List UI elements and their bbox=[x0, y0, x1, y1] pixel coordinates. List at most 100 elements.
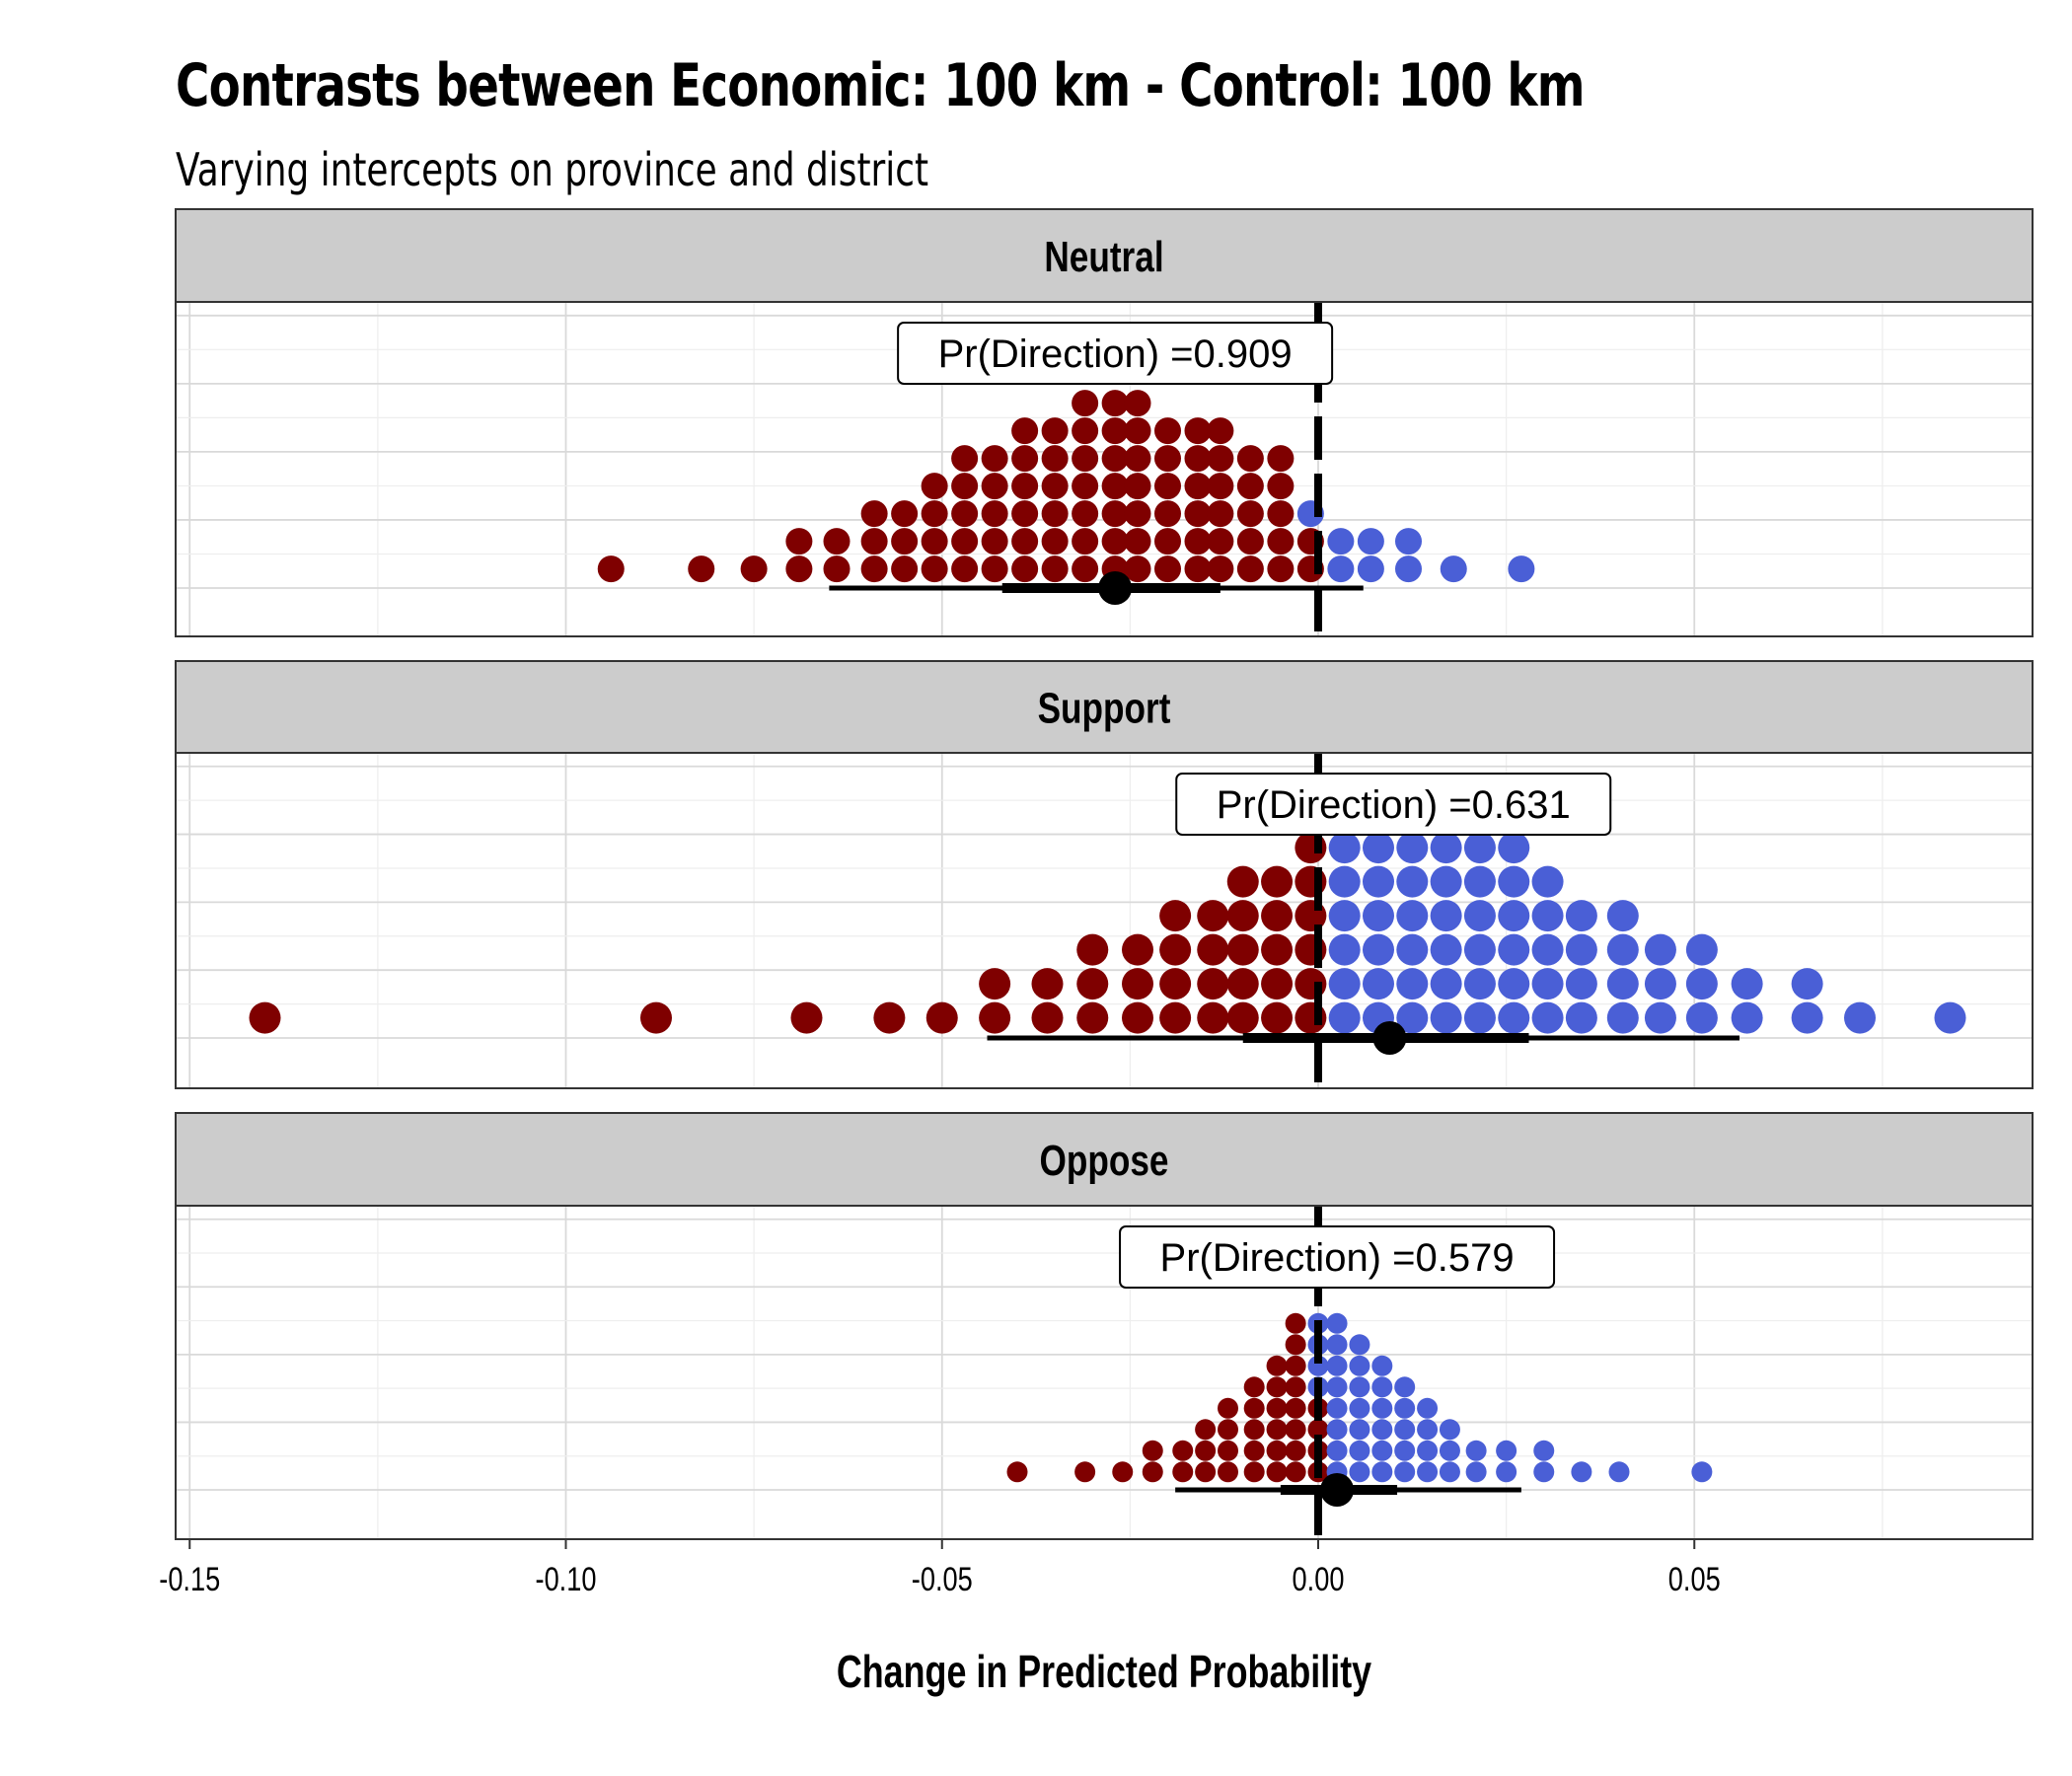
x-axis-title: Change in Predicted Probability bbox=[837, 1647, 1371, 1697]
dot bbox=[1207, 500, 1234, 528]
dot bbox=[597, 555, 625, 583]
dot bbox=[1154, 417, 1181, 445]
dot bbox=[1285, 1312, 1306, 1334]
dot bbox=[1236, 473, 1264, 500]
dot bbox=[1307, 1419, 1329, 1441]
x-tick-label: -0.10 bbox=[536, 1560, 597, 1598]
dot bbox=[1124, 500, 1151, 528]
dot bbox=[951, 500, 979, 528]
chart-subtitle: Varying intercepts on province and distr… bbox=[176, 143, 929, 196]
dot bbox=[1261, 865, 1294, 898]
dot bbox=[1154, 473, 1181, 500]
dot bbox=[1011, 417, 1039, 445]
dot bbox=[1430, 1001, 1462, 1034]
panel-border-support bbox=[175, 752, 2034, 1089]
dot bbox=[1172, 1461, 1194, 1483]
dot bbox=[981, 555, 1008, 583]
dot bbox=[1691, 1461, 1713, 1483]
dot bbox=[1439, 1440, 1460, 1461]
dot bbox=[1207, 417, 1234, 445]
dot bbox=[1498, 900, 1530, 932]
dot bbox=[1041, 473, 1069, 500]
dot bbox=[1395, 555, 1422, 583]
dot bbox=[1363, 933, 1394, 966]
dot bbox=[1076, 968, 1109, 1000]
dot bbox=[1154, 500, 1181, 528]
dot bbox=[860, 555, 888, 583]
dot bbox=[1122, 933, 1153, 966]
dot bbox=[1326, 1397, 1348, 1419]
dot bbox=[1226, 900, 1259, 932]
dot bbox=[1124, 528, 1151, 555]
dot bbox=[1124, 555, 1151, 583]
dot bbox=[1731, 968, 1763, 1000]
dot bbox=[1498, 933, 1530, 966]
point-estimate-oppose bbox=[1320, 1473, 1355, 1507]
dot bbox=[1122, 968, 1153, 1000]
dot bbox=[1243, 1397, 1265, 1419]
dot bbox=[1243, 1440, 1265, 1461]
dot bbox=[1267, 473, 1295, 500]
dot bbox=[1285, 1334, 1306, 1356]
dot bbox=[1430, 968, 1462, 1000]
dot bbox=[1349, 1355, 1370, 1376]
dot bbox=[1731, 1001, 1763, 1034]
dot bbox=[1226, 968, 1259, 1000]
dot bbox=[1430, 900, 1462, 932]
dot bbox=[1285, 1376, 1306, 1398]
panel-background-support bbox=[176, 753, 2033, 1088]
dot bbox=[1328, 968, 1361, 1000]
facet-label-support: Support bbox=[1038, 685, 1171, 733]
dot bbox=[1533, 1440, 1555, 1461]
dot bbox=[1011, 555, 1039, 583]
dot bbox=[981, 445, 1008, 473]
dot bbox=[1394, 1461, 1416, 1483]
dot bbox=[1685, 968, 1718, 1000]
dot bbox=[1011, 500, 1039, 528]
dot bbox=[1394, 1440, 1416, 1461]
dot bbox=[921, 500, 948, 528]
annotation-box-oppose bbox=[1119, 1225, 1556, 1289]
dot bbox=[1498, 968, 1530, 1000]
dot bbox=[1531, 933, 1564, 966]
dot bbox=[1197, 900, 1229, 932]
facet-strip-oppose bbox=[175, 1112, 2034, 1207]
dot bbox=[1463, 832, 1496, 864]
dot bbox=[1218, 1440, 1238, 1461]
dot bbox=[1571, 1461, 1592, 1483]
dot bbox=[1124, 417, 1151, 445]
dot bbox=[1184, 417, 1212, 445]
dot bbox=[1184, 500, 1212, 528]
annotation-box-neutral bbox=[897, 322, 1334, 385]
dot bbox=[1363, 968, 1394, 1000]
dot bbox=[1349, 1419, 1370, 1441]
dot bbox=[1226, 933, 1259, 966]
dot bbox=[891, 555, 919, 583]
dot bbox=[1565, 900, 1597, 932]
dot bbox=[1417, 1397, 1439, 1419]
dot bbox=[1101, 473, 1129, 500]
dot bbox=[1124, 445, 1151, 473]
dot bbox=[1006, 1461, 1028, 1483]
dot bbox=[951, 445, 979, 473]
dot bbox=[1112, 1461, 1134, 1483]
dot bbox=[1328, 832, 1361, 864]
dot bbox=[1154, 445, 1181, 473]
dot bbox=[1285, 1440, 1306, 1461]
dot bbox=[1207, 555, 1234, 583]
dot bbox=[1791, 1001, 1823, 1034]
dot bbox=[1531, 900, 1564, 932]
dot bbox=[1226, 865, 1259, 898]
dot bbox=[1072, 500, 1099, 528]
dot bbox=[1934, 1001, 1966, 1034]
dot bbox=[951, 555, 979, 583]
dot bbox=[1031, 968, 1064, 1000]
dot bbox=[1261, 968, 1294, 1000]
dot bbox=[1074, 1461, 1096, 1483]
dot bbox=[1122, 1001, 1153, 1034]
dot bbox=[1565, 933, 1597, 966]
dot bbox=[1197, 1001, 1229, 1034]
dot bbox=[1531, 968, 1564, 1000]
dot bbox=[1463, 865, 1496, 898]
dot bbox=[1439, 1419, 1460, 1441]
